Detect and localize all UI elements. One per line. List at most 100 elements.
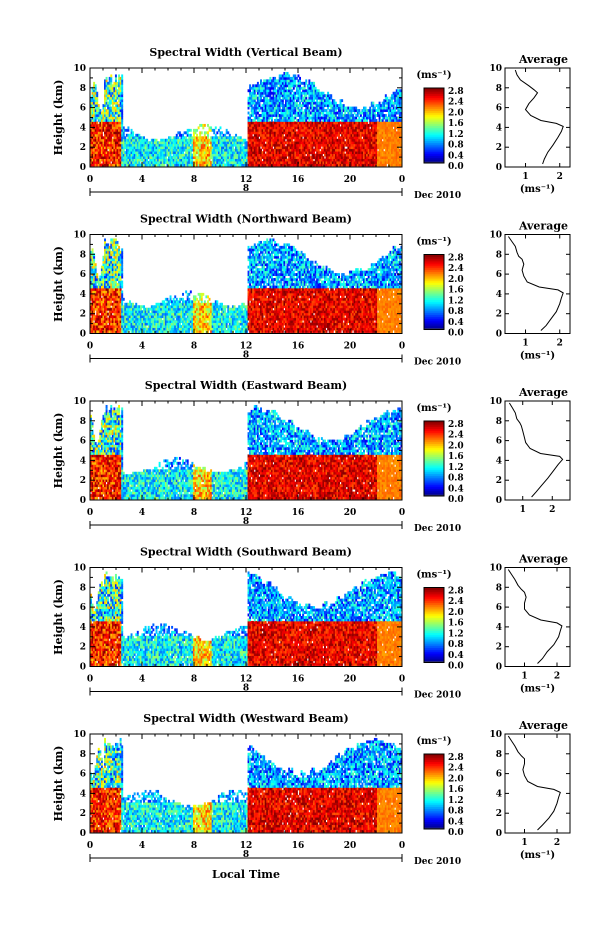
- y-tick-label: 10: [73, 64, 86, 74]
- heatmap-cell: [109, 161, 111, 164]
- heatmap-cell: [121, 79, 123, 82]
- heatmap-cell: [106, 149, 108, 152]
- colorbar-tick-label: 0.0: [448, 162, 464, 172]
- profile-y-tick-label: 4: [496, 123, 502, 133]
- heatmap-cell: [271, 146, 273, 149]
- heatmap-cell: [106, 79, 108, 82]
- heatmap-cell: [391, 99, 393, 102]
- heatmap-cell: [258, 146, 260, 149]
- heatmap-cell: [290, 87, 292, 90]
- heatmap-cell: [274, 87, 276, 90]
- heatmap-cell: [96, 97, 98, 100]
- heatmap-cell: [291, 89, 293, 92]
- heatmap-cell: [260, 79, 262, 82]
- heatmap-cell: [207, 124, 209, 127]
- heatmap-cell: [170, 136, 172, 139]
- heatmap-cell: [308, 109, 310, 112]
- colorbar-unit: (ms⁻¹): [416, 70, 451, 81]
- heatmap-cell: [255, 114, 257, 117]
- heatmap-cell: [308, 114, 310, 117]
- heatmap-cell: [96, 94, 98, 97]
- heatmap-cell: [269, 77, 271, 80]
- heatmap-cell: [123, 134, 125, 137]
- heatmap-cell: [92, 320, 94, 323]
- heatmap-cell: [98, 107, 100, 110]
- heatmap-cell: [394, 114, 396, 117]
- heatmap-cell: [343, 104, 345, 107]
- heatmap-cell: [106, 310, 108, 313]
- heatmap-cell: [299, 77, 301, 80]
- heatmap-cell: [138, 134, 140, 137]
- heatmap-cell: [366, 119, 368, 122]
- heatmap-cell: [163, 164, 165, 167]
- heatmap-cell: [127, 129, 129, 132]
- heatmap-cell: [279, 107, 281, 110]
- heatmap-cell: [213, 131, 215, 134]
- heatmap-cell: [221, 131, 223, 134]
- heatmap-cell: [285, 87, 287, 90]
- heatmap-cell: [301, 136, 303, 139]
- y-tick-label: 8: [80, 84, 86, 94]
- heatmap-cell: [268, 119, 270, 122]
- x-tick-label: 4: [139, 175, 145, 185]
- colorbar-tick-label: 1.6: [448, 119, 464, 129]
- heatmap-cell: [294, 117, 296, 120]
- heatmap-cell: [372, 104, 374, 107]
- heatmap-cell: [121, 74, 123, 77]
- heatmap-cell: [333, 99, 335, 102]
- heatmap-cell: [115, 79, 117, 82]
- heatmap-cell: [262, 94, 264, 97]
- heatmap-cell: [312, 104, 314, 107]
- heatmap-cell: [170, 154, 172, 157]
- heatmap-cell: [96, 121, 98, 124]
- heatmap-cell: [202, 126, 204, 129]
- heatmap-cell: [132, 134, 134, 137]
- heatmap-cell: [195, 131, 197, 134]
- heatmap-cell: [127, 126, 129, 129]
- heatmap-cell: [308, 119, 310, 122]
- heatmap-cell: [299, 89, 301, 92]
- heatmap-cell: [338, 119, 340, 122]
- heatmap-cell: [96, 273, 98, 276]
- heatmap-cell: [219, 126, 221, 129]
- heatmap-cell: [304, 87, 306, 90]
- heatmap-cell: [219, 134, 221, 137]
- heatmap-cell: [274, 77, 276, 80]
- heatmap-cell: [191, 159, 193, 162]
- heatmap-cell: [234, 136, 236, 139]
- heatmap-cell: [343, 146, 345, 149]
- heatmap-cell: [99, 295, 101, 298]
- heatmap-cell: [276, 117, 278, 120]
- heatmap-cell: [92, 251, 94, 254]
- heatmap-cell: [393, 104, 395, 107]
- heatmap-cell: [383, 104, 385, 107]
- heatmap-cell: [95, 283, 97, 286]
- heatmap-cell: [305, 82, 307, 85]
- heatmap-cell: [319, 119, 321, 122]
- heatmap-cell: [207, 144, 209, 147]
- heatmap-cell: [223, 161, 225, 164]
- heatmap-cell: [106, 99, 108, 102]
- heatmap-cell: [113, 114, 115, 117]
- heatmap-cell: [296, 77, 298, 80]
- heatmap-cell: [386, 97, 388, 100]
- heatmap-cell: [251, 134, 253, 137]
- heatmap-cell: [322, 156, 324, 159]
- heatmap-cell: [330, 94, 332, 97]
- heatmap-cell: [249, 89, 251, 92]
- heatmap-cell: [101, 134, 103, 137]
- heatmap-cell: [176, 134, 178, 137]
- heatmap-cell: [294, 79, 296, 82]
- day-label: 8: [243, 184, 249, 194]
- heatmap-cell: [121, 107, 123, 110]
- heatmap-cell: [118, 74, 120, 77]
- panel-title: Spectral Width (Northward Beam): [140, 213, 352, 226]
- heatmap-cell: [121, 89, 123, 92]
- profile-y-tick-label: 0: [496, 163, 502, 173]
- heatmap-cell: [124, 136, 126, 139]
- heatmap-cell: [375, 119, 377, 122]
- heatmap-cell: [382, 149, 384, 152]
- heatmap-cell: [308, 79, 310, 82]
- heatmap-cell: [110, 74, 112, 77]
- heatmap-cell: [248, 107, 250, 110]
